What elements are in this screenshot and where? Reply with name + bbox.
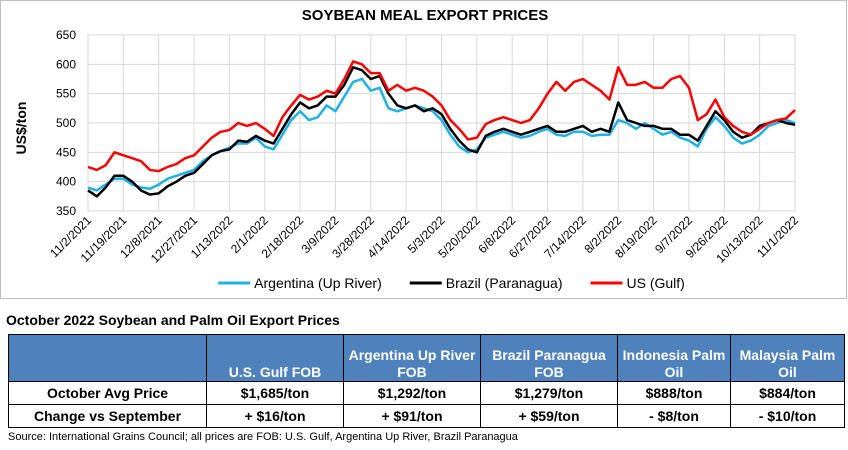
header-cell: Indonesia Palm Oil [617,334,731,382]
header-row: U.S. Gulf FOB Argentina Up River FOB Bra… [8,334,845,382]
cell: + $16/ton [206,404,344,428]
cell: $888/ton [617,381,731,405]
y-tick-label: 350 [56,204,76,218]
cell: $1,292/ton [343,381,481,405]
header-cell: U.S. Gulf FOB [206,334,344,382]
legend-label: Brazil (Paranagua) [446,275,563,291]
chart: SOYBEAN MEAL EXPORT PRICES US$/ton 350 40… [0,0,847,299]
legend-label: Argentina (Up River) [254,275,382,291]
y-tick-label: 600 [56,57,76,71]
y-axis-title: US$/ton [13,102,29,155]
cell: Change vs September [8,404,207,428]
y-tick-label: 500 [56,116,76,130]
price-table: U.S. Gulf FOB Argentina Up River FOB Bra… [8,334,845,428]
cell: + $91/ton [343,404,481,428]
header-cell [8,334,207,382]
y-tick-label: 400 [56,175,76,189]
cell: $884/ton [730,381,845,405]
table-row: Change vs September + $16/ton + $91/ton … [8,404,845,428]
cell: October Avg Price [8,381,207,405]
series-line [87,60,796,173]
header-cell: Argentina Up River FOB [343,334,481,382]
cell: $1,685/ton [206,381,344,405]
series-line [87,77,796,192]
header-cell: Brazil Paranagua FOB [480,334,618,382]
source-note: Source: International Grains Council; al… [8,431,518,443]
y-tick-label: 450 [56,145,76,159]
cell: $1,279/ton [480,381,618,405]
legend-label: US (Gulf) [627,275,685,291]
series-line [87,66,796,198]
table-row: October Avg Price $1,685/ton $1,292/ton … [8,381,845,405]
chart-title: SOYBEAN MEAL EXPORT PRICES [302,7,548,24]
y-tick-label: 650 [56,28,76,42]
header-cell: Malaysia Palm Oil [730,334,845,382]
y-tick-label: 550 [56,87,76,101]
cell: - $10/ton [730,404,845,428]
table-title: October 2022 Soybean and Palm Oil Export… [6,312,340,328]
cell: - $8/ton [617,404,731,428]
cell: + $59/ton [480,404,618,428]
